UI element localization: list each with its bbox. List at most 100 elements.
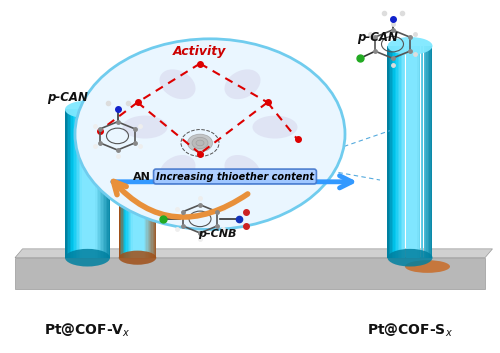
Ellipse shape <box>122 115 168 138</box>
Bar <box>425 46 426 258</box>
Bar <box>430 46 431 258</box>
Bar <box>400 46 401 258</box>
Ellipse shape <box>119 251 156 265</box>
Bar <box>408 46 410 258</box>
Bar <box>149 187 150 258</box>
Bar <box>140 187 141 258</box>
Bar <box>132 187 134 258</box>
Bar <box>155 187 156 258</box>
Bar <box>124 187 125 258</box>
Ellipse shape <box>119 180 156 194</box>
Bar <box>98 109 100 258</box>
Bar <box>80 109 82 258</box>
Bar <box>68 109 70 258</box>
Circle shape <box>75 39 345 229</box>
Bar <box>138 187 139 258</box>
Bar <box>431 46 432 258</box>
Bar <box>139 187 140 258</box>
Bar <box>83 109 84 258</box>
Ellipse shape <box>224 155 260 185</box>
Bar <box>92 109 94 258</box>
Ellipse shape <box>160 70 196 99</box>
Bar <box>94 109 95 258</box>
Bar <box>396 46 398 258</box>
Ellipse shape <box>65 249 110 267</box>
Text: p-CAN: p-CAN <box>47 91 88 104</box>
Text: p-CAN: p-CAN <box>357 31 398 44</box>
Circle shape <box>192 137 208 149</box>
Bar <box>130 187 131 258</box>
Bar <box>122 187 124 258</box>
Bar <box>76 109 77 258</box>
Bar <box>420 46 422 258</box>
Bar <box>144 187 145 258</box>
Bar <box>106 109 107 258</box>
Bar <box>395 46 396 258</box>
Bar <box>86 109 88 258</box>
Bar <box>407 46 408 258</box>
Bar <box>406 46 407 258</box>
Bar <box>150 187 152 258</box>
Bar <box>151 187 152 258</box>
Bar <box>135 187 136 258</box>
Circle shape <box>188 134 212 152</box>
Bar <box>88 109 89 258</box>
Bar <box>125 187 126 258</box>
Bar <box>65 109 66 258</box>
Bar <box>126 187 128 258</box>
Bar <box>402 46 404 258</box>
Bar <box>74 109 76 258</box>
Ellipse shape <box>160 155 196 185</box>
Bar <box>129 187 130 258</box>
Bar <box>416 46 418 258</box>
Ellipse shape <box>65 101 110 118</box>
Bar <box>413 46 414 258</box>
Text: AN: AN <box>132 172 150 182</box>
Text: Pt@COF-S$_x$: Pt@COF-S$_x$ <box>367 322 453 339</box>
Bar <box>142 187 144 258</box>
Ellipse shape <box>388 37 432 55</box>
Bar <box>107 109 108 258</box>
Bar <box>104 109 106 258</box>
Bar <box>394 46 395 258</box>
Bar <box>412 46 413 258</box>
Bar <box>72 109 74 258</box>
Bar <box>428 46 430 258</box>
Bar <box>152 187 154 258</box>
FancyBboxPatch shape <box>15 258 485 289</box>
Bar <box>401 46 402 258</box>
Bar <box>108 109 110 258</box>
Bar <box>410 46 412 258</box>
Bar <box>101 109 102 258</box>
Circle shape <box>196 140 204 146</box>
Bar <box>422 46 424 258</box>
Bar <box>77 109 78 258</box>
Ellipse shape <box>252 115 298 138</box>
Bar <box>89 109 90 258</box>
Bar <box>136 187 138 258</box>
Bar <box>154 187 155 258</box>
Bar <box>424 46 425 258</box>
Polygon shape <box>15 249 492 258</box>
Bar <box>96 109 98 258</box>
Bar <box>128 187 129 258</box>
Bar <box>82 109 83 258</box>
Text: Increasing thioether content: Increasing thioether content <box>156 172 314 181</box>
Bar <box>419 46 420 258</box>
Ellipse shape <box>388 249 432 267</box>
Bar <box>148 187 149 258</box>
Bar <box>95 109 96 258</box>
Bar <box>426 46 428 258</box>
Bar <box>146 187 148 258</box>
Bar <box>90 109 92 258</box>
Ellipse shape <box>405 260 450 273</box>
Ellipse shape <box>224 70 260 99</box>
Bar <box>119 187 120 258</box>
Bar <box>66 109 68 258</box>
Text: p-CNB: p-CNB <box>198 229 237 239</box>
Bar <box>145 187 146 258</box>
Bar <box>100 109 101 258</box>
Text: Activity: Activity <box>174 45 227 58</box>
Bar <box>418 46 419 258</box>
Bar <box>120 187 122 258</box>
